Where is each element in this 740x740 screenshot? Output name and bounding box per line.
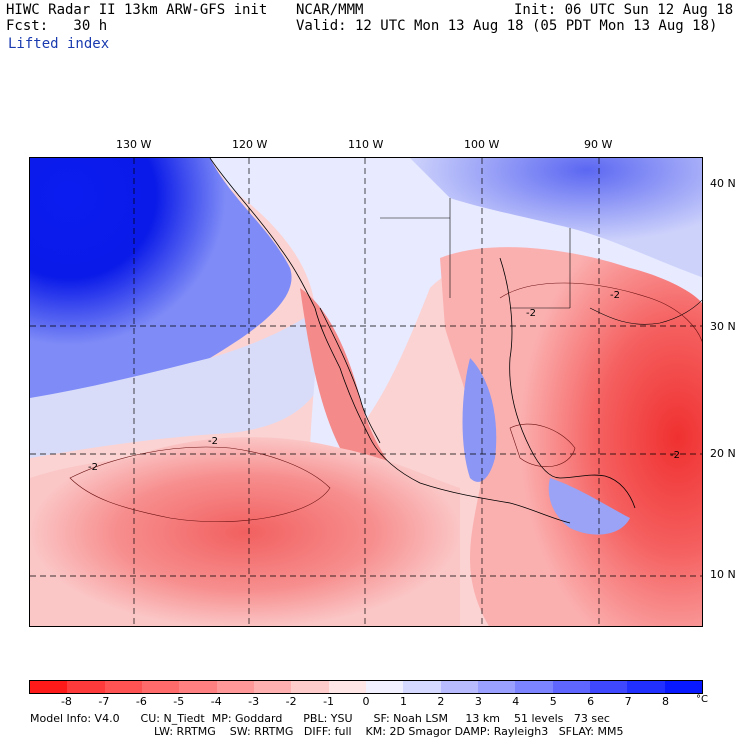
baja-peninsula-coast: [319, 307, 381, 444]
lifted-index-map: -2 -2 -2 -2 -2: [29, 157, 703, 627]
colorbar-tick-label: 5: [549, 695, 557, 708]
colorbar-swatch: [253, 681, 292, 693]
contour-label: -2: [670, 450, 680, 461]
lon-label-110w: 110 W: [348, 138, 384, 151]
colorbar-unit: °C: [696, 694, 708, 705]
eastern-pacific-unstable: [30, 437, 460, 626]
colorbar-tick-label: 2: [437, 695, 445, 708]
colorbar-tick-label: -3: [248, 695, 260, 708]
contour-label: -2: [88, 462, 98, 473]
ocean-stable-region: [30, 158, 292, 408]
contour-minus2-east: [499, 282, 702, 343]
graticule: [30, 158, 702, 626]
init-time: Init: 06 UTC Sun 12 Aug 18: [514, 2, 734, 18]
model-info-line1: Model Info: V4.0 CU: N_Tiedt MP: Goddard…: [30, 712, 610, 725]
colorbar-tick-label: 0: [362, 695, 370, 708]
colorbar-tick-label: -1: [323, 695, 335, 708]
colorbar-tick-label: 7: [624, 695, 632, 708]
colorbar-tick-label: 8: [662, 695, 670, 708]
colorbar-swatch: [67, 681, 105, 693]
colorbar-swatch: [403, 681, 441, 693]
valid-time: Valid: 12 UTC Mon 13 Aug 18 (05 PDT Mon …: [296, 18, 718, 34]
colorbar-tick-label: 1: [399, 695, 407, 708]
colorbar-swatch: [440, 681, 478, 693]
colorbar-tick-label: -2: [285, 695, 297, 708]
colorbar-swatch: [216, 681, 254, 693]
colorbar-tick-label: 3: [474, 695, 482, 708]
colorbar-swatch: [477, 681, 516, 693]
contour-minus2-west: [69, 446, 331, 522]
colorbar-swatch: [664, 681, 702, 693]
lat-label-30n: 30 N: [710, 320, 736, 333]
contour-label: -2: [208, 436, 218, 447]
pacific-transition: [30, 308, 330, 458]
colorbar-tick-label: -4: [210, 695, 222, 708]
colorbar: [29, 680, 703, 694]
lat-label-20n: 20 N: [710, 447, 736, 460]
colorbar-tick-label: -6: [135, 695, 147, 708]
state-borders: [380, 198, 571, 309]
gulf-coastline: [499, 257, 636, 509]
us-gulf-coast: [589, 299, 702, 325]
colorbar-tick-label: 4: [512, 695, 520, 708]
colorbar-swatch: [365, 681, 404, 693]
contour-label: -2: [610, 290, 620, 301]
colorbar-tick-label: -8: [60, 695, 72, 708]
lat-label-10n: 10 N: [710, 568, 736, 581]
contour-label: -2: [526, 308, 536, 319]
northeast-stable-area: [410, 158, 702, 278]
field-name: Lifted index: [8, 36, 110, 52]
lat-label-40n: 40 N: [710, 177, 736, 190]
lon-label-100w: 100 W: [464, 138, 500, 151]
model-info-line2: LW: RRTMG SW: RRTMG DIFF: full KM: 2D Sm…: [154, 725, 624, 738]
lon-label-90w: 90 W: [584, 138, 613, 151]
central-america-stable: [548, 478, 630, 535]
colorbar-swatch: [291, 681, 329, 693]
colorbar-swatch: [30, 681, 68, 693]
gulf-unstable-area: [440, 247, 702, 626]
forecast-hour: Fcst: 30 h: [6, 18, 108, 34]
colorbar-swatch: [141, 681, 180, 693]
mexican-highlands-stable: [462, 358, 497, 482]
contour-labels: -2 -2 -2 -2 -2: [88, 290, 680, 473]
colorbar-swatch: [179, 681, 217, 693]
pacific-coastline: [209, 158, 571, 524]
source-label: NCAR/MMM: [296, 2, 364, 18]
map-svg: -2 -2 -2 -2 -2: [30, 158, 702, 626]
colorbar-swatch: [589, 681, 628, 693]
colorbar-swatch: [627, 681, 665, 693]
lon-label-130w: 130 W: [116, 138, 152, 151]
colorbar-swatch: [552, 681, 590, 693]
lon-label-120w: 120 W: [232, 138, 268, 151]
colorbar-swatch: [328, 681, 366, 693]
colorbar-tick-label: -7: [98, 695, 110, 708]
colorbar-tick-label: 6: [587, 695, 595, 708]
coastlines: [209, 158, 702, 524]
colorbar-tick-label: -5: [173, 695, 185, 708]
baja-coast-unstable: [300, 288, 410, 491]
colorbar-swatch: [515, 681, 553, 693]
model-title: HIWC Radar II 13km ARW-GFS init: [6, 2, 268, 18]
colorbar-swatch: [104, 681, 142, 693]
